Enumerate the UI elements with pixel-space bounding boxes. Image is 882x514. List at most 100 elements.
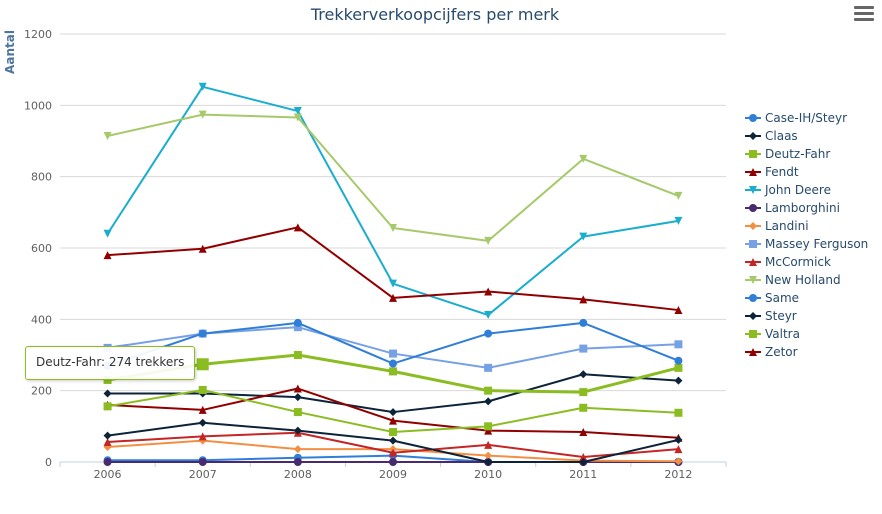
data-point[interactable] — [674, 340, 683, 349]
data-point[interactable] — [198, 329, 207, 338]
legend-marker[interactable] — [749, 168, 757, 176]
data-point[interactable] — [484, 458, 493, 466]
legend-marker[interactable] — [749, 258, 757, 266]
data-point[interactable] — [103, 431, 112, 440]
data-point[interactable] — [674, 306, 683, 315]
data-point[interactable] — [293, 408, 302, 417]
data-point[interactable] — [389, 458, 397, 466]
legend-label[interactable]: Deutz-Fahr — [765, 147, 830, 161]
data-point[interactable] — [198, 405, 207, 414]
legend-item[interactable]: Valtra — [745, 327, 800, 341]
legend-marker[interactable] — [749, 240, 757, 248]
data-point[interactable] — [196, 358, 209, 371]
data-point[interactable] — [579, 388, 588, 397]
legend-label[interactable]: Zetor — [765, 345, 798, 359]
legend-label[interactable]: Same — [765, 291, 799, 305]
data-point[interactable] — [484, 363, 493, 372]
data-point[interactable] — [198, 385, 207, 394]
data-point[interactable] — [484, 426, 493, 435]
data-point[interactable] — [103, 229, 112, 238]
context-menu-button[interactable] — [854, 6, 874, 24]
legend-item[interactable]: Zetor — [745, 345, 798, 359]
data-point[interactable] — [579, 318, 588, 327]
data-point[interactable] — [198, 110, 207, 119]
legend-label[interactable]: Claas — [765, 129, 798, 143]
legend-marker[interactable] — [749, 276, 757, 284]
legend-item[interactable]: McCormick — [745, 255, 831, 269]
series-zetor[interactable] — [103, 223, 683, 315]
data-point[interactable] — [103, 438, 112, 447]
legend-marker[interactable] — [749, 114, 757, 122]
data-point[interactable] — [103, 251, 112, 260]
legend-marker[interactable] — [749, 204, 757, 212]
legend-marker[interactable] — [749, 132, 757, 140]
series-deutz-fahr[interactable] — [103, 351, 683, 397]
data-point[interactable] — [389, 224, 397, 233]
data-point[interactable] — [389, 367, 397, 376]
legend-marker[interactable] — [749, 348, 757, 356]
series-line[interactable] — [107, 113, 679, 242]
data-point[interactable] — [674, 376, 683, 385]
data-point[interactable] — [103, 402, 112, 411]
series-valtra[interactable] — [103, 385, 683, 437]
data-point[interactable] — [389, 408, 397, 417]
data-point[interactable] — [293, 458, 302, 466]
legend-marker[interactable] — [749, 150, 757, 158]
legend-marker[interactable] — [749, 330, 757, 338]
data-point[interactable] — [293, 445, 302, 454]
data-point[interactable] — [103, 458, 112, 466]
data-point[interactable] — [293, 113, 302, 122]
data-point[interactable] — [674, 445, 683, 454]
data-point[interactable] — [293, 393, 302, 402]
data-point[interactable] — [198, 82, 207, 91]
data-point[interactable] — [674, 356, 683, 365]
data-point[interactable] — [293, 426, 302, 435]
data-point[interactable] — [579, 295, 588, 304]
data-point[interactable] — [484, 440, 493, 449]
legend-item[interactable]: Steyr — [745, 309, 797, 323]
data-point[interactable] — [579, 428, 588, 437]
legend-label[interactable]: Valtra — [765, 327, 800, 341]
data-point[interactable] — [293, 384, 302, 393]
series-john-deere[interactable] — [103, 82, 683, 320]
series-line[interactable] — [107, 373, 679, 414]
data-point[interactable] — [674, 363, 683, 372]
data-point[interactable] — [579, 154, 588, 163]
data-point[interactable] — [579, 232, 588, 241]
data-point[interactable] — [389, 428, 397, 437]
data-point[interactable] — [293, 351, 302, 359]
legend-label[interactable]: Lamborghini — [765, 201, 840, 215]
legend-marker[interactable] — [749, 312, 757, 320]
data-point[interactable] — [579, 344, 588, 353]
data-point[interactable] — [198, 418, 207, 427]
legend-label[interactable]: Fendt — [765, 165, 799, 179]
data-point[interactable] — [293, 107, 302, 116]
legend-item[interactable]: Case-IH/Steyr — [745, 111, 847, 125]
data-point[interactable] — [674, 457, 683, 466]
data-point[interactable] — [293, 318, 302, 327]
data-point[interactable] — [484, 287, 493, 296]
series-steyr[interactable] — [103, 418, 683, 466]
legend-label[interactable]: New Holland — [765, 273, 841, 287]
data-point[interactable] — [484, 311, 493, 320]
legend-marker[interactable] — [749, 294, 757, 302]
data-point[interactable] — [389, 293, 397, 302]
data-point[interactable] — [579, 370, 588, 379]
data-point[interactable] — [198, 458, 207, 466]
legend-label[interactable]: Case-IH/Steyr — [765, 111, 847, 125]
data-point[interactable] — [484, 329, 493, 338]
series-mccormick[interactable] — [103, 428, 683, 462]
data-point[interactable] — [674, 408, 683, 417]
data-point[interactable] — [674, 191, 683, 200]
legend-marker[interactable] — [749, 222, 757, 230]
legend-label[interactable]: Landini — [765, 219, 809, 233]
legend-item[interactable]: Fendt — [745, 165, 799, 179]
data-point[interactable] — [484, 397, 493, 406]
data-point[interactable] — [484, 451, 493, 460]
data-point[interactable] — [674, 435, 683, 444]
legend-item[interactable]: Landini — [745, 219, 809, 233]
data-point[interactable] — [389, 448, 397, 457]
data-point[interactable] — [198, 244, 207, 253]
series-new-holland[interactable] — [103, 110, 683, 245]
data-point[interactable] — [103, 389, 112, 398]
